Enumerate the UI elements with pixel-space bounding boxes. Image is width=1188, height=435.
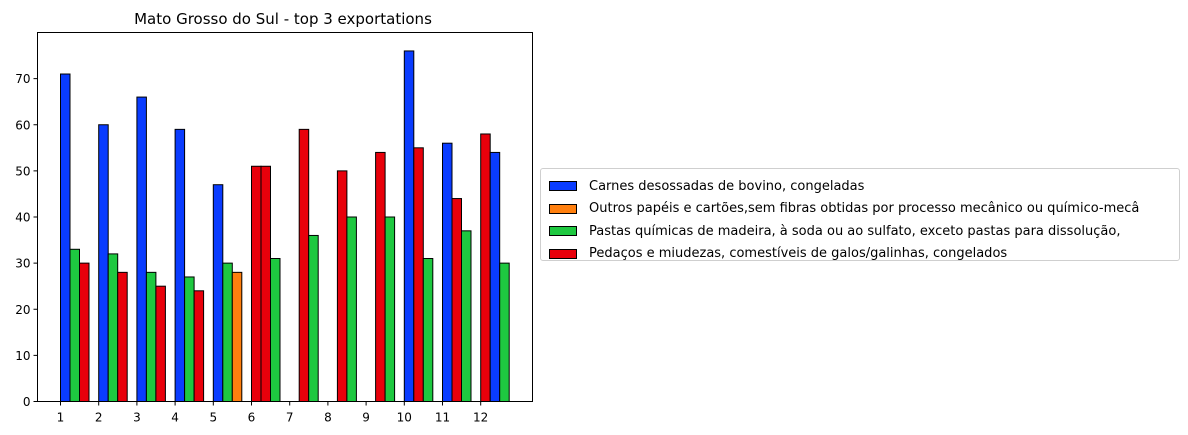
bar-1-series-2 <box>69 248 80 402</box>
legend: Carnes desossadas de bovino, congeladas O… <box>540 168 1180 261</box>
x-tick-label: 12 <box>473 411 488 425</box>
bar-2-series-2 <box>107 253 119 402</box>
bars-group <box>60 50 510 403</box>
legend-item: Pastas químicas de madeira, à soda ou ao… <box>549 220 1179 243</box>
legend-swatch <box>549 248 577 259</box>
bar-1-series-0 <box>60 73 71 402</box>
bar-12-series-0 <box>489 151 501 402</box>
y-tick-label: 50 <box>15 164 30 178</box>
x-tick-label: 11 <box>435 411 450 425</box>
x-axis: 1 2 3 4 5 6 7 8 9 10 11 12 <box>57 401 488 425</box>
y-tick-label: 30 <box>15 257 30 271</box>
bar-7-series-3 <box>298 128 310 403</box>
y-tick-label: 40 <box>15 211 30 225</box>
bar-4-series-2 <box>184 276 195 402</box>
y-tick-label: 20 <box>15 303 30 317</box>
bar-4-series-3 <box>193 290 205 402</box>
bar-5-series-2 <box>222 262 233 402</box>
bar-12-series-2 <box>499 262 510 402</box>
bar-6-series-2 <box>270 258 281 403</box>
bar-10-series-0 <box>403 50 415 402</box>
bar-10-series-2 <box>422 258 434 403</box>
y-tick-label: 70 <box>15 72 30 86</box>
bar-7-series-2 <box>308 234 319 402</box>
bar-8-series-3 <box>336 170 348 402</box>
y-axis: 0 10 20 30 40 50 60 70 <box>15 72 38 409</box>
legend-item: Pedaços e miudezas, comestíveis de galos… <box>549 243 1179 266</box>
x-tick-label: 3 <box>133 411 141 425</box>
legend-item: Outros papéis e cartões,sem fibras obtid… <box>549 198 1179 221</box>
bar-5-series-1 <box>231 271 243 402</box>
bar-10-series-3 <box>413 147 424 402</box>
legend-label: Outros papéis e cartões,sem fibras obtid… <box>589 201 1140 217</box>
bar-11-series-3 <box>451 198 462 402</box>
legend-label: Pastas químicas de madeira, à soda ou ao… <box>589 223 1121 239</box>
legend-swatch <box>549 181 577 192</box>
bar-3-series-2 <box>145 271 157 402</box>
bar-9-series-2 <box>384 216 396 402</box>
bar-2-series-0 <box>98 124 109 402</box>
x-tick-label: 9 <box>362 411 370 425</box>
bar-9-series-3 <box>375 151 386 402</box>
x-tick-label: 4 <box>171 411 179 425</box>
x-tick-label: 6 <box>248 411 256 425</box>
x-tick-label: 8 <box>324 411 332 425</box>
x-tick-label: 10 <box>397 411 412 425</box>
bar-11-series-2 <box>461 230 472 402</box>
x-tick-label: 7 <box>286 411 294 425</box>
chart-title: Mato Grosso do Sul - top 3 exportations <box>134 10 432 28</box>
y-tick-label: 0 <box>23 395 31 409</box>
y-tick-label: 10 <box>15 349 30 363</box>
legend-item: Carnes desossadas de bovino, congeladas <box>549 175 1179 198</box>
bar-11-series-0 <box>442 142 453 402</box>
y-tick-label: 60 <box>15 118 30 132</box>
legend-label: Carnes desossadas de bovino, congeladas <box>589 178 865 194</box>
bar-3-series-3 <box>155 285 166 402</box>
legend-swatch <box>549 226 577 237</box>
x-tick-label: 1 <box>57 411 65 425</box>
bar-2-series-3 <box>117 271 128 402</box>
bar-8-series-2 <box>346 216 357 402</box>
bar-12-series-3 <box>480 133 491 402</box>
x-tick-label: 5 <box>209 411 217 425</box>
legend-label: Pedaços e miudezas, comestíveis de galos… <box>589 246 1008 262</box>
bar-5-series-0 <box>212 184 224 402</box>
bar-6-series-3 <box>260 165 271 402</box>
bar-4-series-0 <box>174 128 186 403</box>
bar-1-series-3 <box>79 262 90 402</box>
x-tick-label: 2 <box>95 411 103 425</box>
bar-3-series-0 <box>136 96 147 402</box>
bar-6-series-3 <box>251 165 262 402</box>
legend-swatch <box>549 203 577 214</box>
